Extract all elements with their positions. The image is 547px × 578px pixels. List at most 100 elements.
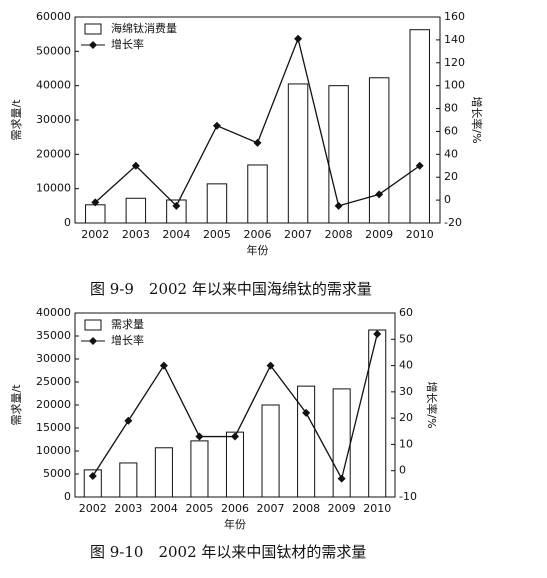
y-tick-label: 5000 (43, 467, 71, 480)
y-axis-label: 需求量/t (10, 99, 23, 141)
y2-axis-label: 增长率/% (425, 381, 439, 428)
y2-tick-label: 120 (444, 56, 465, 69)
y2-tick-label: 30 (399, 385, 413, 398)
bar (206, 183, 228, 224)
y-tick-label: 10000 (36, 182, 71, 195)
bar (119, 462, 138, 498)
line-marker (91, 198, 100, 207)
x-tick-label: 2002 (81, 228, 109, 241)
x-tick-label: 2010 (363, 502, 391, 515)
line-marker (212, 121, 221, 130)
y2-tick-label: 20 (444, 170, 458, 183)
bar (166, 199, 187, 224)
bar (225, 431, 245, 498)
bar (83, 469, 102, 498)
y2-tick-label: 60 (444, 124, 458, 137)
line-marker (131, 161, 140, 170)
x-tick-label: 2006 (221, 502, 249, 515)
x-tick-label: 2002 (79, 502, 107, 515)
y2-tick-label: -20 (444, 216, 462, 229)
bar (190, 440, 209, 498)
line-marker (302, 408, 311, 417)
y2-tick-label: 140 (444, 33, 465, 46)
x-axis-label: 年份 (224, 517, 246, 531)
line-marker (195, 432, 204, 441)
line-marker (373, 330, 382, 339)
y2-tick-label: 100 (444, 79, 465, 92)
y2-tick-label: 50 (399, 332, 413, 345)
y2-tick-label: 40 (399, 359, 413, 372)
y-tick-label: 40000 (36, 306, 71, 319)
x-tick-label: 2005 (203, 228, 231, 241)
line-marker (172, 201, 181, 210)
x-tick-label: 2005 (185, 502, 213, 515)
y2-tick-label: 60 (399, 306, 413, 319)
y-tick-label: 40000 (36, 79, 71, 92)
y-tick-label: 20000 (36, 398, 71, 411)
chart-caption: 图 9-10 2002 年以来中国钛材的需求量 (90, 543, 366, 561)
y2-axis-label: 增长率/% (470, 96, 484, 143)
y-tick-label: 60000 (36, 10, 71, 23)
y-tick-label: 20000 (36, 147, 71, 160)
legend-marker (89, 337, 97, 345)
x-tick-label: 2003 (122, 228, 150, 241)
line-marker (266, 361, 275, 370)
line-marker (334, 201, 343, 210)
y2-tick-label: 20 (399, 411, 413, 424)
y2-tick-label: 160 (444, 10, 465, 23)
line-marker (294, 34, 303, 43)
legend-label: 增长率 (111, 333, 144, 347)
y-axis-label: 需求量/t (10, 384, 23, 426)
legend-swatch (84, 319, 102, 331)
legend-marker (89, 41, 97, 49)
x-tick-label: 2007 (284, 228, 312, 241)
x-tick-label: 2009 (365, 228, 393, 241)
x-tick-label: 2010 (406, 228, 434, 241)
bar (247, 164, 268, 224)
y2-tick-label: 10 (399, 437, 413, 450)
bar (287, 83, 309, 224)
line-marker (375, 190, 384, 199)
x-axis-label: 年份 (247, 243, 269, 257)
x-tick-label: 2007 (257, 502, 285, 515)
y2-tick-label: 80 (444, 102, 458, 115)
bar (368, 329, 387, 498)
chart-caption: 图 9-9 2002 年以来中国海绵钛的需求量 (90, 280, 372, 298)
bar (409, 29, 430, 224)
x-tick-label: 2008 (292, 502, 320, 515)
bar (85, 204, 106, 224)
x-tick-label: 2003 (114, 502, 142, 515)
x-tick-label: 2009 (328, 502, 356, 515)
line-marker (337, 474, 346, 483)
legend-swatch (84, 23, 102, 35)
y2-tick-label: 0 (444, 193, 451, 206)
bar (368, 77, 390, 224)
y-tick-label: 0 (64, 490, 71, 503)
legend-label: 海绵钛消费量 (111, 21, 177, 35)
bar (297, 385, 316, 498)
bar (261, 404, 280, 498)
y2-tick-label: 40 (444, 147, 458, 160)
y-tick-label: 15000 (36, 421, 71, 434)
y2-tick-label: -10 (399, 490, 417, 503)
x-tick-label: 2004 (162, 228, 190, 241)
y2-tick-label: 0 (399, 464, 406, 477)
x-tick-label: 2004 (150, 502, 178, 515)
legend-label: 需求量 (111, 318, 144, 331)
line-marker (159, 361, 168, 370)
y-tick-label: 0 (64, 216, 71, 229)
y-tick-label: 35000 (36, 329, 71, 342)
line-marker (253, 138, 262, 147)
line-marker (124, 416, 133, 425)
bar (328, 85, 349, 224)
bar (125, 197, 147, 224)
bar (154, 447, 173, 498)
x-tick-label: 2006 (244, 228, 272, 241)
y-tick-label: 50000 (36, 44, 71, 57)
y-tick-label: 30000 (36, 352, 71, 365)
legend-label: 增长率 (111, 37, 144, 51)
y-tick-label: 30000 (36, 113, 71, 126)
y-tick-label: 10000 (36, 444, 71, 457)
